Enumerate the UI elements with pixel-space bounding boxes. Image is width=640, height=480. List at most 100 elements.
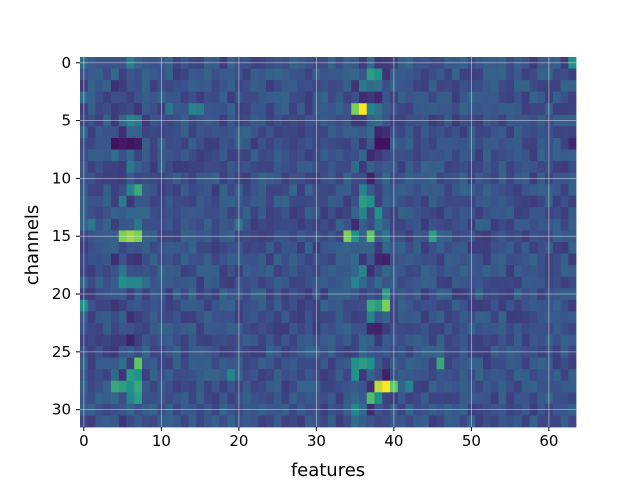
heatmap-cell: [250, 242, 259, 254]
heatmap-cell: [258, 242, 267, 254]
heatmap-cell: [413, 392, 422, 405]
heatmap-cell: [374, 299, 383, 312]
heatmap-cell: [351, 207, 360, 220]
heatmap-cell: [95, 207, 104, 220]
heatmap-cell: [188, 91, 197, 104]
heatmap-cell: [211, 103, 220, 116]
heatmap-cell: [180, 207, 189, 220]
heatmap-cell: [405, 334, 414, 347]
heatmap-cell: [111, 392, 120, 405]
heatmap-cell: [568, 80, 577, 93]
heatmap-cell: [560, 415, 569, 428]
heatmap-cell: [258, 91, 267, 104]
heatmap-cell: [258, 80, 267, 93]
heatmap-cell: [118, 357, 127, 370]
heatmap-cell: [111, 357, 120, 370]
heatmap-cell: [506, 322, 515, 335]
heatmap-cell: [366, 392, 375, 405]
heatmap-cell: [204, 322, 213, 335]
heatmap-cell: [568, 253, 577, 266]
heatmap-cell: [343, 103, 352, 116]
heatmap-cell: [335, 311, 344, 324]
heatmap-cell: [475, 415, 484, 428]
heatmap-cell: [188, 357, 197, 370]
heatmap-cell: [134, 369, 143, 382]
heatmap-cell: [134, 218, 143, 231]
heatmap-cell: [87, 184, 96, 197]
heatmap-cell: [242, 265, 251, 278]
heatmap-cell: [382, 265, 391, 278]
heatmap-cell: [413, 80, 422, 93]
heatmap-cell: [568, 149, 577, 162]
heatmap-cell: [103, 161, 112, 174]
heatmap-cell: [134, 68, 143, 81]
heatmap-cell: [266, 311, 275, 324]
heatmap-cell: [258, 380, 267, 393]
heatmap-cell: [134, 392, 143, 405]
heatmap-cell: [552, 380, 561, 393]
heatmap-cell: [304, 369, 313, 382]
heatmap-cell: [421, 195, 430, 208]
heatmap-cell: [304, 253, 313, 266]
heatmap-cell: [95, 184, 104, 197]
heatmap-cell: [266, 253, 275, 266]
heatmap-cell: [475, 322, 484, 335]
heatmap-cell: [297, 265, 306, 278]
heatmap-cell: [87, 380, 96, 393]
heatmap-cell: [250, 184, 259, 197]
heatmap-cell: [134, 265, 143, 278]
heatmap-cell: [289, 276, 298, 289]
heatmap-cell: [149, 184, 158, 197]
heatmap-cell: [351, 357, 360, 370]
heatmap-cell: [521, 218, 530, 231]
heatmap-cell: [514, 137, 523, 150]
x-tick-label: 30: [307, 432, 326, 450]
heatmap-cell: [242, 334, 251, 347]
heatmap-cell: [459, 242, 468, 254]
heatmap-cell: [134, 299, 143, 312]
heatmap-cell: [382, 392, 391, 405]
heatmap-cell: [95, 218, 104, 231]
heatmap-cell: [188, 242, 197, 254]
heatmap-cell: [149, 126, 158, 139]
heatmap-cell: [490, 369, 499, 382]
heatmap-cell: [289, 126, 298, 139]
heatmap-cell: [227, 357, 236, 370]
heatmap-cell: [537, 357, 546, 370]
heatmap-cell: [266, 218, 275, 231]
heatmap-cell: [95, 392, 104, 405]
heatmap-cell: [304, 68, 313, 81]
heatmap-cell: [242, 91, 251, 104]
heatmap-cell: [297, 207, 306, 220]
heatmap-cell: [459, 253, 468, 266]
heatmap-cell: [521, 380, 530, 393]
heatmap-cell: [320, 334, 329, 347]
heatmap-cell: [250, 311, 259, 324]
heatmap-cell: [266, 299, 275, 312]
heatmap-cell: [211, 137, 220, 150]
heatmap-cell: [359, 207, 368, 220]
heatmap-cell: [328, 126, 337, 139]
heatmap-cell: [266, 207, 275, 220]
heatmap-cell: [134, 253, 143, 266]
heatmap-cell: [227, 253, 236, 266]
heatmap-cell: [273, 184, 282, 197]
heatmap-cell: [196, 357, 205, 370]
heatmap-cell: [142, 195, 151, 208]
heatmap-cell: [266, 369, 275, 382]
heatmap-cell: [490, 415, 499, 428]
heatmap-cell: [87, 207, 96, 220]
heatmap-cell: [281, 161, 290, 174]
heatmap-cell: [475, 357, 484, 370]
heatmap-cell: [506, 276, 515, 289]
heatmap-cell: [452, 184, 461, 197]
heatmap-cell: [297, 357, 306, 370]
heatmap-cell: [242, 299, 251, 312]
heatmap-cell: [498, 276, 507, 289]
heatmap-cell: [506, 103, 515, 116]
heatmap-cell: [180, 161, 189, 174]
heatmap-cell: [204, 184, 213, 197]
heatmap-cell: [343, 357, 352, 370]
heatmap-cell: [382, 184, 391, 197]
heatmap-cell: [521, 392, 530, 405]
